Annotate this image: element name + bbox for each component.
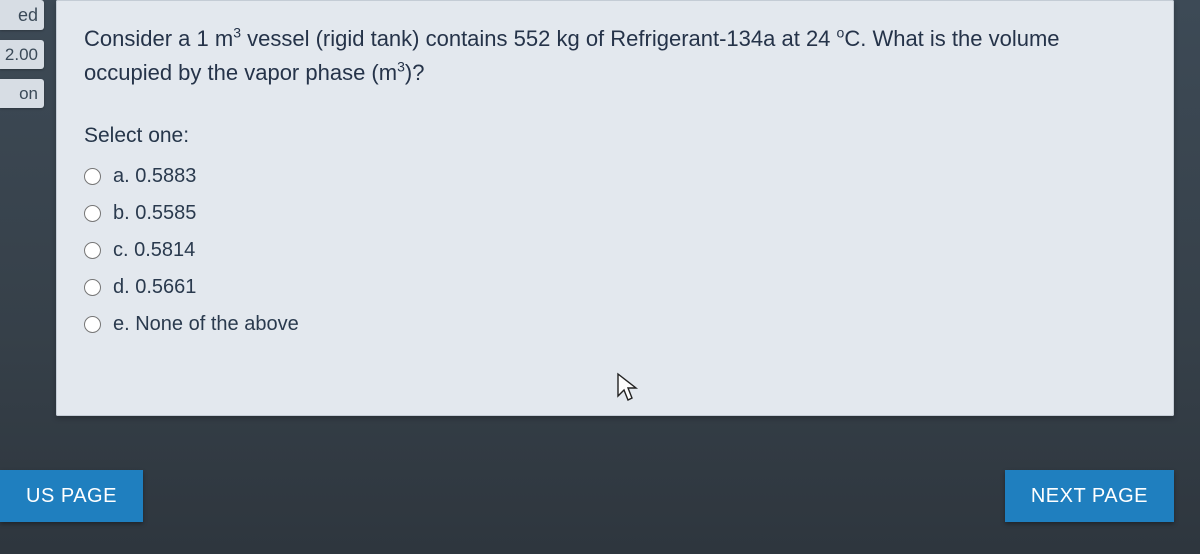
superscript-cube: 3 [397,59,405,75]
next-page-button[interactable]: NEXT PAGE [1005,470,1174,522]
option-c[interactable]: c. 0.5814 [84,232,1146,269]
option-e[interactable]: e. None of the above [84,306,1146,343]
options-group: a. 0.5883 b. 0.5585 c. 0.5814 d. 0.5661 … [84,158,1146,343]
superscript-cube: 3 [233,25,241,41]
question-text-part: )? [405,60,425,85]
sidebar-stub-answered: ed [0,0,44,30]
question-text-part: Consider a 1 m [84,26,233,51]
question-text: Consider a 1 m3 vessel (rigid tank) cont… [84,22,1146,90]
select-one-label: Select one: [84,124,1146,148]
radio-d[interactable] [84,279,101,296]
option-d[interactable]: d. 0.5661 [84,269,1146,306]
radio-e[interactable] [84,316,101,333]
option-b[interactable]: b. 0.5585 [84,195,1146,232]
option-d-label[interactable]: d. 0.5661 [113,276,196,299]
question-card: Consider a 1 m3 vessel (rigid tank) cont… [56,0,1174,416]
previous-page-button[interactable]: US PAGE [0,470,143,522]
radio-a[interactable] [84,168,101,185]
option-c-label[interactable]: c. 0.5814 [113,239,195,262]
radio-c[interactable] [84,242,101,259]
option-b-label[interactable]: b. 0.5585 [113,202,196,225]
radio-b[interactable] [84,205,101,222]
nav-bar: US PAGE NEXT PAGE [0,470,1174,526]
sidebar-fragment: ed 2.00 on [0,0,44,412]
option-e-label[interactable]: e. None of the above [113,313,299,336]
cursor-icon [616,372,640,409]
sidebar-stub-flag: on [0,79,44,108]
option-a-label[interactable]: a. 0.5883 [113,165,196,188]
option-a[interactable]: a. 0.5883 [84,158,1146,195]
sidebar-stub-mark: 2.00 [0,40,44,69]
question-text-part: vessel (rigid tank) contains 552 kg of R… [241,26,837,51]
